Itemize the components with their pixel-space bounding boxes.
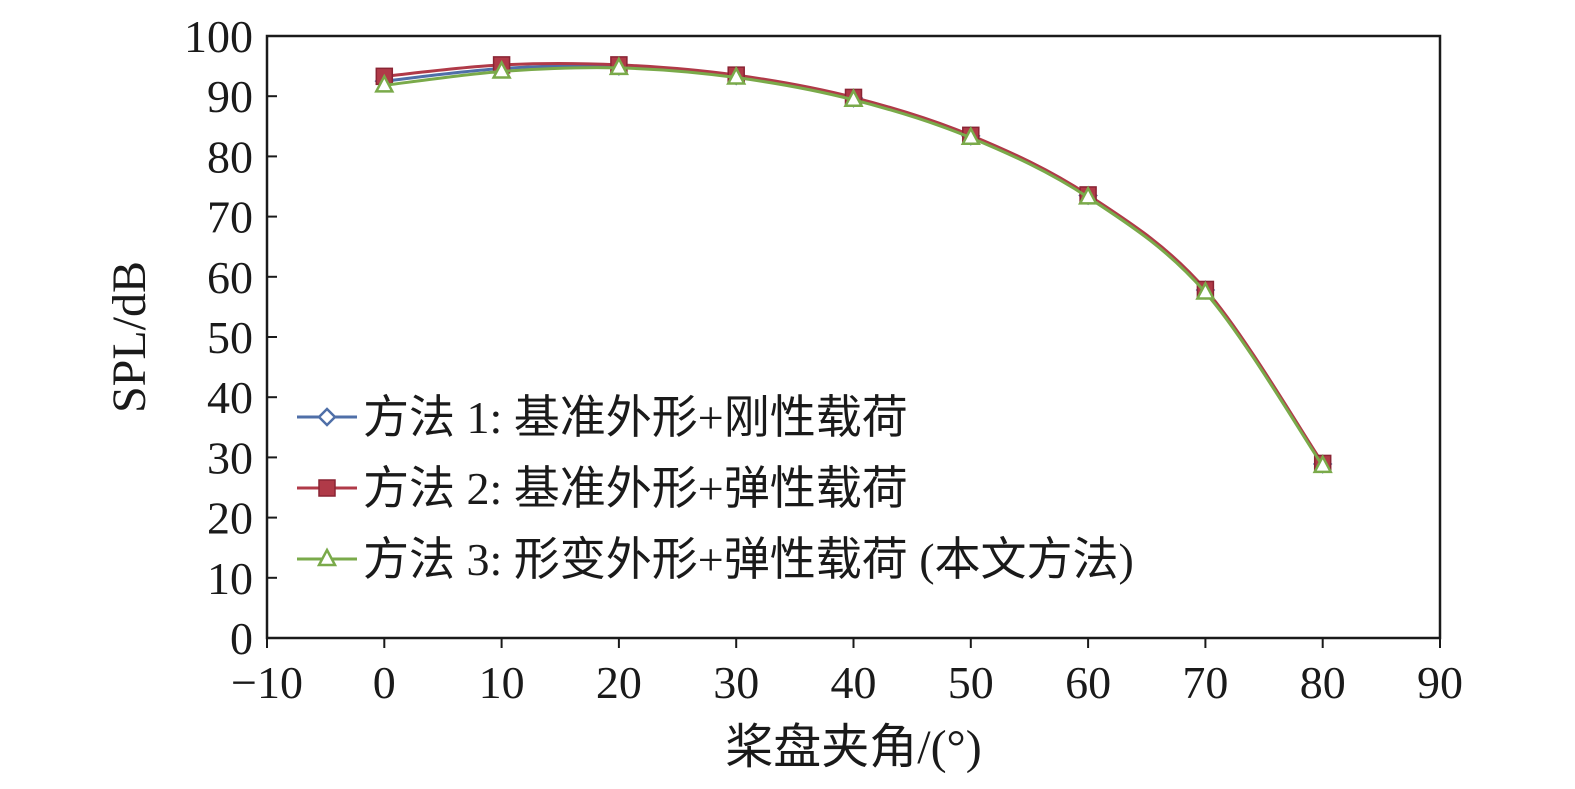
x-tick-label: 10 — [479, 657, 525, 708]
y-tick-label: 90 — [207, 71, 253, 122]
y-tick-label: 70 — [207, 192, 253, 243]
series-3-point — [960, 126, 981, 145]
legend-entry-3: 方法 3: 形变外形+弹性载荷 (本文方法) — [297, 534, 1134, 585]
x-tick-label: 40 — [831, 657, 877, 708]
x-tick-label: 70 — [1182, 657, 1228, 708]
y-axis-title: SPL/dB — [103, 261, 156, 413]
y-tick-label: 10 — [207, 553, 253, 604]
y-tick-label: 60 — [207, 252, 253, 303]
series-3-point — [1312, 454, 1333, 474]
series-3-point — [491, 59, 512, 79]
series-3-point — [843, 88, 864, 108]
series-3-point — [374, 73, 395, 93]
y-tick-label: 80 — [207, 131, 253, 182]
legend-label-2: 方法 2: 基准外形+弹性载荷 — [363, 463, 908, 514]
x-tick-label: −10 — [231, 657, 303, 708]
y-tick-label: 0 — [230, 613, 253, 664]
x-axis-title: 桨盘夹角/(°) — [725, 721, 982, 774]
x-tick-label: 30 — [713, 657, 759, 708]
x-axis-ticks: −10 0 10 20 30 40 50 60 70 80 90 — [231, 638, 1463, 708]
x-tick-label: 60 — [1065, 657, 1111, 708]
x-tick-label: 20 — [596, 657, 642, 708]
series-layer — [374, 56, 1333, 474]
legend-swatch-marker — [317, 407, 337, 427]
series-3-line — [384, 66, 1324, 467]
y-tick-label: 100 — [184, 11, 253, 62]
x-tick-label: 80 — [1300, 657, 1346, 708]
series-3-point — [1078, 185, 1099, 205]
legend-entry-1: 方法 1: 基准外形+刚性载荷 — [297, 392, 908, 443]
y-tick-label: 50 — [207, 312, 253, 363]
x-tick-label: 50 — [948, 657, 994, 708]
legend-label-1: 方法 1: 基准外形+刚性载荷 — [363, 392, 908, 443]
series-3-point — [1195, 280, 1216, 300]
x-tick-label: 90 — [1417, 657, 1463, 708]
y-tick-label: 30 — [207, 432, 253, 483]
legend-swatch-marker — [316, 547, 338, 567]
y-tick-label: 20 — [207, 493, 253, 544]
y-tick-label: 40 — [207, 372, 253, 423]
series-3 — [374, 56, 1333, 474]
x-tick-label: 0 — [373, 657, 396, 708]
legend-entry-2: 方法 2: 基准外形+弹性载荷 — [297, 463, 908, 514]
legend-label-3: 方法 3: 形变外形+弹性载荷 (本文方法) — [363, 534, 1134, 585]
legend-swatch-marker — [318, 479, 336, 497]
series-3-point — [608, 56, 629, 76]
y-axis-ticks: 0 10 20 30 40 50 60 70 80 90 100 — [184, 11, 277, 664]
series-3-point — [726, 65, 747, 85]
